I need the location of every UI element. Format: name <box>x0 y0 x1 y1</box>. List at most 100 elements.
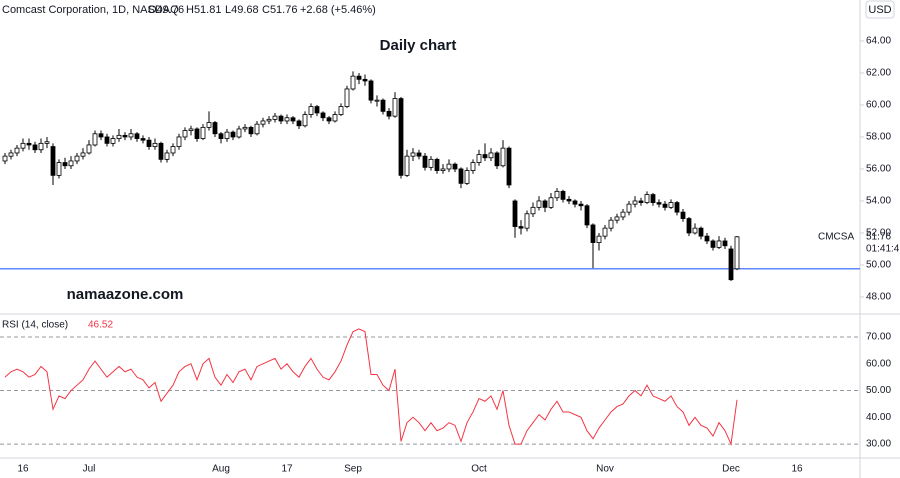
candle-body <box>200 126 206 139</box>
candle-body <box>194 128 200 139</box>
candle-body <box>680 211 686 219</box>
candle-body <box>296 120 302 127</box>
candle-body <box>368 80 374 101</box>
candle-body <box>356 75 362 80</box>
candle-body <box>170 146 176 154</box>
candle-body <box>584 205 590 226</box>
candle-body <box>74 155 80 162</box>
candle-body <box>14 147 20 154</box>
candle-body <box>164 152 170 160</box>
candle-body <box>98 133 104 138</box>
rsi-value: 46.52 <box>88 320 113 331</box>
candle-body <box>92 133 98 146</box>
ohlc-low: L49.68 <box>225 4 259 16</box>
candle-body <box>524 213 530 229</box>
candle-body <box>440 168 446 171</box>
candle-body <box>704 235 710 242</box>
time-tick-label: Oct <box>471 464 487 475</box>
last-price-label: 51.76 <box>866 231 891 242</box>
candle-body <box>386 110 392 117</box>
candle-body <box>512 200 518 227</box>
rsi-tick-label: 30.00 <box>866 439 891 450</box>
candle-body <box>698 227 704 237</box>
candle-body <box>8 152 14 157</box>
candle-body <box>518 226 524 229</box>
candle-body <box>248 126 254 135</box>
candle-body <box>632 200 638 205</box>
time-tick-label: Jul <box>83 464 96 475</box>
candle-body <box>494 152 500 167</box>
candle-body <box>470 162 476 171</box>
candle-body <box>572 200 578 205</box>
candle-body <box>620 211 626 218</box>
price-tick-label: 52.00 <box>866 228 891 239</box>
candle-body <box>380 99 386 112</box>
time-tick-label: Nov <box>596 464 614 475</box>
candle-body <box>644 194 650 203</box>
candle-body <box>668 202 674 208</box>
candle-body <box>176 136 182 147</box>
candle-body <box>458 168 464 184</box>
candle-body <box>236 128 242 138</box>
candle-body <box>20 142 26 149</box>
rsi-tick-label: 70.00 <box>866 332 891 343</box>
candle-body <box>116 134 122 139</box>
rsi-line <box>4 328 738 446</box>
candle-body <box>128 133 134 138</box>
watermark: namaazone.com <box>67 286 184 303</box>
ohlc-open: O49.76 <box>148 4 184 16</box>
candle-body <box>62 162 68 167</box>
price-tick-label: 58.00 <box>866 132 891 143</box>
candle-body <box>650 194 656 203</box>
currency-box[interactable] <box>865 0 895 19</box>
candle-body <box>344 88 350 107</box>
candle-body <box>38 142 44 151</box>
candle-body <box>224 131 230 139</box>
countdown: 01:41:41 <box>866 243 900 254</box>
candle-body <box>638 200 644 203</box>
time-tick-label: Sep <box>344 464 362 475</box>
candle-body <box>662 203 668 208</box>
candle-body <box>398 98 404 176</box>
candle-body <box>722 240 728 247</box>
candle-body <box>416 152 422 157</box>
candle-body <box>326 117 332 122</box>
candle-body <box>500 147 506 167</box>
candle-body <box>530 206 536 215</box>
candle-body <box>242 126 248 130</box>
candle-body <box>56 162 62 176</box>
time-tick-label: 16 <box>791 464 803 475</box>
candle-body <box>536 200 542 208</box>
candle-body <box>86 144 92 154</box>
price-tick-label: 56.00 <box>866 164 891 175</box>
candle-body <box>362 78 368 82</box>
candle-body <box>548 197 554 208</box>
candle-body <box>26 142 32 146</box>
candle-body <box>332 114 338 122</box>
candle-body <box>734 236 740 270</box>
candle-body <box>32 144 38 151</box>
candle-body <box>44 141 50 144</box>
candle-body <box>452 163 458 170</box>
candle-body <box>428 158 434 168</box>
candle-body <box>482 154 488 159</box>
candle-body <box>50 146 56 176</box>
candle-body <box>2 155 8 162</box>
candle-body <box>716 240 722 248</box>
time-tick-label: Aug <box>212 464 230 475</box>
candle-body <box>578 203 584 207</box>
candle-body <box>284 117 290 122</box>
candle-body <box>602 227 608 237</box>
candle-body <box>146 139 152 147</box>
candle-body <box>434 158 440 171</box>
time-tick-label: Dec <box>722 464 740 475</box>
price-tick-label: 64.00 <box>866 36 891 47</box>
currency[interactable]: USD <box>868 4 891 16</box>
price-tick-label: 54.00 <box>866 196 891 207</box>
candle-body <box>314 106 320 114</box>
candle-body <box>260 120 266 125</box>
candle-body <box>278 115 284 122</box>
candle-body <box>590 224 596 243</box>
price-tick-label: 60.00 <box>866 100 891 111</box>
